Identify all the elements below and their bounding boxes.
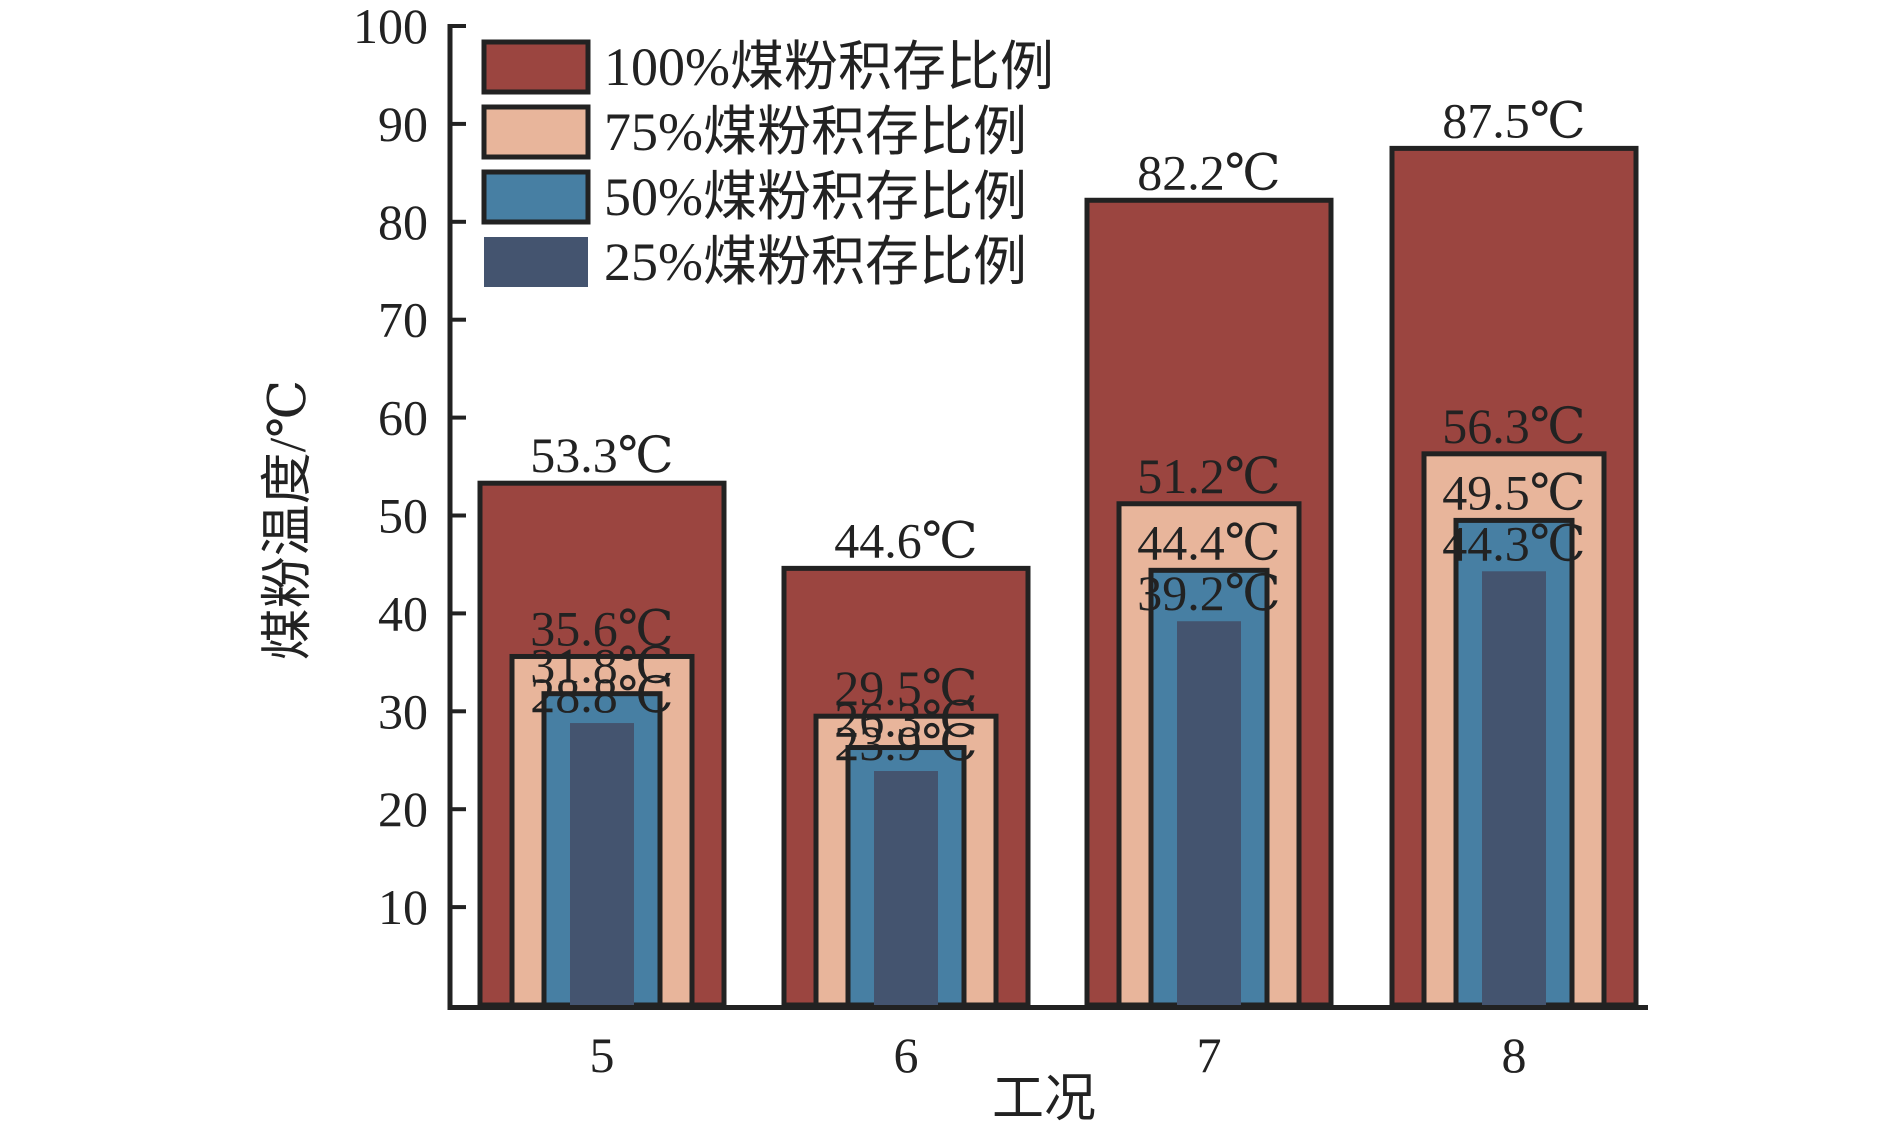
data-label-7-series-2: 51.2℃ bbox=[1137, 448, 1280, 504]
y-tick-label: 40 bbox=[378, 585, 428, 641]
data-label-8-series-2: 56.3℃ bbox=[1442, 398, 1585, 454]
bar-8-series-4 bbox=[1482, 571, 1546, 1005]
bars-layer bbox=[477, 145, 1639, 1008]
bar-6-series-4 bbox=[874, 771, 938, 1005]
data-label-5-series-1: 53.3℃ bbox=[530, 427, 673, 483]
y-tick-label: 50 bbox=[378, 488, 428, 544]
legend-label-2: 75%煤粉积存比例 bbox=[604, 102, 1027, 162]
data-label-6-series-3: 26.3℃ bbox=[834, 692, 977, 748]
data-label-5-series-3: 31.8℃ bbox=[530, 638, 673, 694]
y-tick-label: 90 bbox=[378, 96, 428, 152]
legend-label-4: 25%煤粉积存比例 bbox=[604, 232, 1027, 292]
legend-label-3: 50%煤粉积存比例 bbox=[604, 167, 1027, 227]
legend-swatch-1 bbox=[481, 39, 591, 95]
legend-swatch-3 bbox=[481, 169, 591, 225]
data-label-6-series-4: 23.9℃ bbox=[834, 715, 977, 771]
data-label-8-series-1: 87.5℃ bbox=[1442, 92, 1585, 148]
ticks-layer: 10 20 30 40 50 60 70 80 90 100 bbox=[353, 0, 466, 935]
legend-label-1: 100%煤粉积存比例 bbox=[604, 37, 1054, 97]
x-tick-label: 7 bbox=[1197, 1027, 1222, 1083]
y-tick-label: 100 bbox=[353, 0, 428, 54]
data-label-5-series-2: 35.6℃ bbox=[530, 600, 673, 656]
data-label-8-series-3: 49.5℃ bbox=[1442, 464, 1585, 520]
data-label-6-series-1: 44.6℃ bbox=[834, 512, 977, 568]
y-axis-title: 煤粉温度/℃ bbox=[260, 380, 317, 661]
x-axis-title: 工况 bbox=[992, 1071, 1096, 1128]
y-tick-label: 80 bbox=[378, 194, 428, 250]
data-label-7-series-4: 39.2℃ bbox=[1137, 565, 1280, 621]
y-tick-label: 30 bbox=[378, 683, 428, 739]
bar-7-series-4 bbox=[1177, 621, 1241, 1005]
data-label-8-series-4: 44.3℃ bbox=[1442, 515, 1585, 571]
labels-layer: 53.3℃ 35.6℃31.8℃28.8℃ 5 44.6℃ 29.5℃26.3℃23.9… bbox=[530, 92, 1585, 1083]
y-tick-label: 10 bbox=[378, 879, 428, 935]
x-tick-label: 6 bbox=[894, 1027, 919, 1083]
data-label-5-series-4: 28.8℃ bbox=[530, 667, 673, 723]
data-label-7-series-3: 44.4℃ bbox=[1137, 514, 1280, 570]
data-label-7-series-1: 82.2℃ bbox=[1137, 144, 1280, 200]
legend-swatch-2 bbox=[481, 104, 591, 160]
y-tick-label: 60 bbox=[378, 390, 428, 446]
x-tick-label: 5 bbox=[590, 1027, 615, 1083]
y-tick-label: 20 bbox=[378, 781, 428, 837]
legend-swatch-4 bbox=[484, 237, 588, 287]
y-tick-label: 70 bbox=[378, 292, 428, 348]
data-label-6-series-2: 29.5℃ bbox=[834, 660, 977, 716]
x-tick-label: 8 bbox=[1502, 1027, 1527, 1083]
bar-5-series-4 bbox=[570, 723, 634, 1005]
